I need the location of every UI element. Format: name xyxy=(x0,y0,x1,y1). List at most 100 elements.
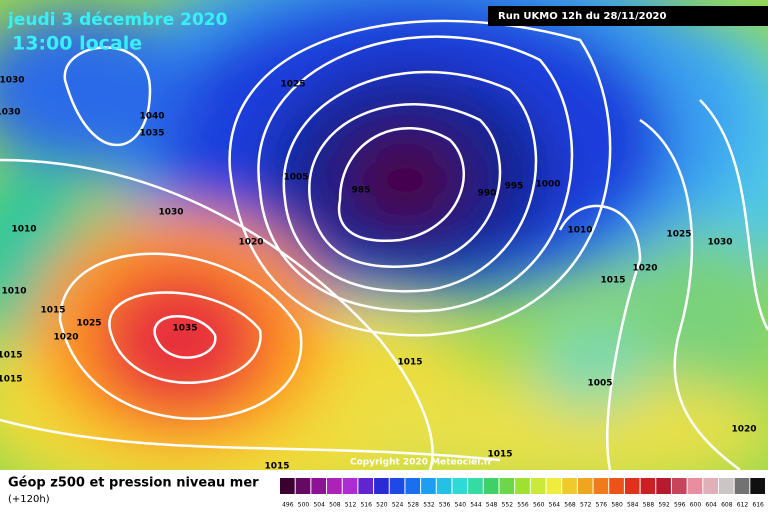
scale-label: 512 xyxy=(345,502,357,509)
scale-cell xyxy=(656,478,671,494)
isobar-label: 1010 xyxy=(567,226,592,236)
scale-cell xyxy=(703,478,718,494)
scale-cell xyxy=(358,478,374,494)
run-info: Run UKMO 12h du 28/11/2020 xyxy=(498,11,667,22)
isobar-label: 1030 xyxy=(158,208,183,218)
scale-cell xyxy=(327,478,342,494)
scale-cell xyxy=(671,478,687,494)
scale-label: 600 xyxy=(690,502,702,509)
isobar-label: 1015 xyxy=(264,462,289,472)
isobar-label: 1015 xyxy=(40,306,65,316)
isobar-label: 990 xyxy=(478,189,497,199)
isobar-label: 995 xyxy=(505,182,524,192)
scale-label: 508 xyxy=(329,502,341,509)
scale-label: 516 xyxy=(360,502,372,509)
isobar-label: 1035 xyxy=(139,129,164,139)
scale-cell xyxy=(436,478,452,494)
date: jeudi 3 décembre 2020 xyxy=(7,10,228,30)
scale-label: 612 xyxy=(737,502,749,509)
isobar-label: 1035 xyxy=(172,324,197,334)
scale-cell xyxy=(405,478,421,494)
scale-cell xyxy=(562,478,577,494)
isobar-label: 1020 xyxy=(238,238,263,248)
isobar-label: 1015 xyxy=(0,375,23,385)
scale-cell xyxy=(374,478,389,494)
isobar-label: 1025 xyxy=(666,230,691,240)
scale-cell xyxy=(687,478,703,494)
scale-cell xyxy=(750,478,765,494)
isobar-label: 1030 xyxy=(707,238,732,248)
isobar-label: 1015 xyxy=(487,450,512,460)
scale-cell xyxy=(624,478,640,494)
scale-cell xyxy=(734,478,750,494)
scale-label: 560 xyxy=(533,502,545,509)
scale-label: 520 xyxy=(376,502,388,509)
scale-cell xyxy=(295,478,311,494)
scale-label: 524 xyxy=(392,502,404,509)
scale-label: 540 xyxy=(455,502,467,509)
lead-time: (+120h) xyxy=(8,494,50,505)
copyright: Copyright 2020 Meteociel.fr xyxy=(350,458,493,468)
isobar-label: 1005 xyxy=(283,173,308,183)
isobar-label: 985 xyxy=(352,186,371,196)
isobar-label: 1015 xyxy=(0,351,23,361)
isobar-label: 1025 xyxy=(280,80,305,90)
isobar-label: 1020 xyxy=(632,264,657,274)
scale-cell xyxy=(468,478,483,494)
scale-label: 528 xyxy=(408,502,420,509)
isobar-label: 1025 xyxy=(76,319,101,329)
scale-label: 552 xyxy=(502,502,514,509)
legend-title: Géop z500 et pression niveau mer xyxy=(8,476,259,491)
isobar-label: 1015 xyxy=(397,358,422,368)
scale-cell xyxy=(452,478,468,494)
isobar-label: 1030 xyxy=(0,108,21,118)
isobar-label: 1020 xyxy=(53,333,78,343)
scale-cell xyxy=(515,478,530,494)
isobar-label: 1020 xyxy=(731,425,756,435)
scale-label: 604 xyxy=(705,502,717,509)
scale-cell xyxy=(593,478,609,494)
scale-label: 504 xyxy=(313,502,325,509)
scale-label: 496 xyxy=(282,502,294,509)
scale-cell xyxy=(483,478,499,494)
isobar-label: 1005 xyxy=(587,379,612,389)
scale-label: 576 xyxy=(596,502,608,509)
scale-label: 536 xyxy=(439,502,451,509)
scale-label: 556 xyxy=(517,502,529,509)
isobar-label: 1015 xyxy=(600,276,625,286)
scale-label: 616 xyxy=(752,502,764,509)
scale-label: 532 xyxy=(423,502,435,509)
scale-label: 568 xyxy=(564,502,576,509)
scale-label: 596 xyxy=(674,502,686,509)
isobar-label: 1010 xyxy=(1,287,26,297)
isobar-labels: 1030 1030 1040 1035 1025 1005 985 990 995 1000 103… xyxy=(0,76,757,472)
scale-cell xyxy=(530,478,546,494)
scale-cell xyxy=(311,478,327,494)
scale-label: 580 xyxy=(611,502,623,509)
scale-label: 608 xyxy=(721,502,733,509)
scale-cell xyxy=(421,478,436,494)
scale-cell xyxy=(389,478,405,494)
scale-label: 584 xyxy=(627,502,639,509)
isobars xyxy=(0,19,768,470)
isobar-label: 1040 xyxy=(139,112,164,122)
scale-cell xyxy=(280,478,295,494)
scale-cell xyxy=(640,478,656,494)
isobar-label: 1000 xyxy=(535,180,560,190)
scale-cell xyxy=(546,478,562,494)
run-box xyxy=(488,6,768,26)
scale-cell xyxy=(718,478,734,494)
scale-cell xyxy=(499,478,515,494)
scale-label: 588 xyxy=(643,502,655,509)
scale-label: 572 xyxy=(580,502,592,509)
scale-label: 548 xyxy=(486,502,498,509)
isobar-label: 1010 xyxy=(11,225,36,235)
time: 13:00 locale xyxy=(12,33,142,55)
scale-label: 564 xyxy=(549,502,561,509)
scale-cell xyxy=(609,478,624,494)
scale-label: 500 xyxy=(298,502,310,509)
color-scale: 496 500 504 508 512 516 520 524 528 532 536 540 544 5… xyxy=(280,478,765,509)
scale-cell xyxy=(342,478,358,494)
